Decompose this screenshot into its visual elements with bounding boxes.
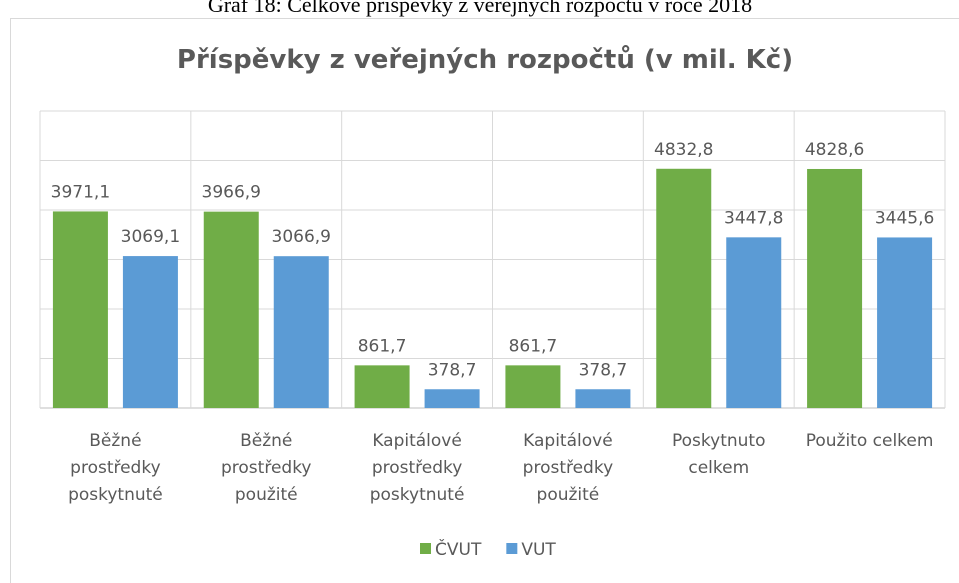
x-tick-label: Běžné prostředky použité	[221, 431, 312, 505]
bar	[203, 211, 259, 408]
bar	[807, 168, 863, 408]
data-label: 378,7	[428, 360, 477, 380]
bar	[273, 256, 329, 408]
x-tick-label: Poskytnuto celkem	[672, 431, 765, 478]
data-label: 3966,9	[202, 183, 261, 203]
caption: Graf 18: Celkové příspěvky z veřejných r…	[208, 0, 752, 17]
bar	[122, 256, 178, 408]
bar	[575, 389, 631, 408]
x-tick-label: Kapitálové prostředky poskytnuté	[370, 431, 465, 505]
data-label: 861,7	[358, 336, 407, 356]
bar	[877, 237, 933, 408]
data-label: 3971,1	[51, 182, 110, 202]
data-label: 3069,1	[121, 227, 180, 247]
legend-swatch	[506, 543, 518, 554]
data-label: 4828,6	[805, 140, 864, 160]
data-label: 3066,9	[272, 227, 331, 247]
legend-label: VUT	[521, 540, 556, 560]
bar	[656, 168, 712, 408]
bar	[726, 237, 782, 408]
data-label: 3447,8	[724, 208, 783, 228]
data-label: 4832,8	[654, 140, 713, 160]
bar	[424, 389, 480, 408]
bar	[505, 365, 561, 408]
chart-title: Příspěvky z veřejných rozpočtů (v mil. K…	[177, 44, 793, 75]
legend-swatch	[420, 543, 431, 554]
bar	[52, 211, 108, 408]
data-label: 3445,6	[875, 208, 934, 228]
x-tick-label: Použito celkem	[806, 431, 934, 451]
x-tick-label: Běžné prostředky poskytnuté	[68, 431, 163, 505]
legend-label: ČVUT	[435, 538, 482, 560]
data-label: 861,7	[509, 336, 558, 356]
bar	[354, 365, 410, 408]
x-tick-label: Kapitálové prostředky použité	[523, 431, 614, 505]
data-label: 378,7	[579, 360, 628, 380]
